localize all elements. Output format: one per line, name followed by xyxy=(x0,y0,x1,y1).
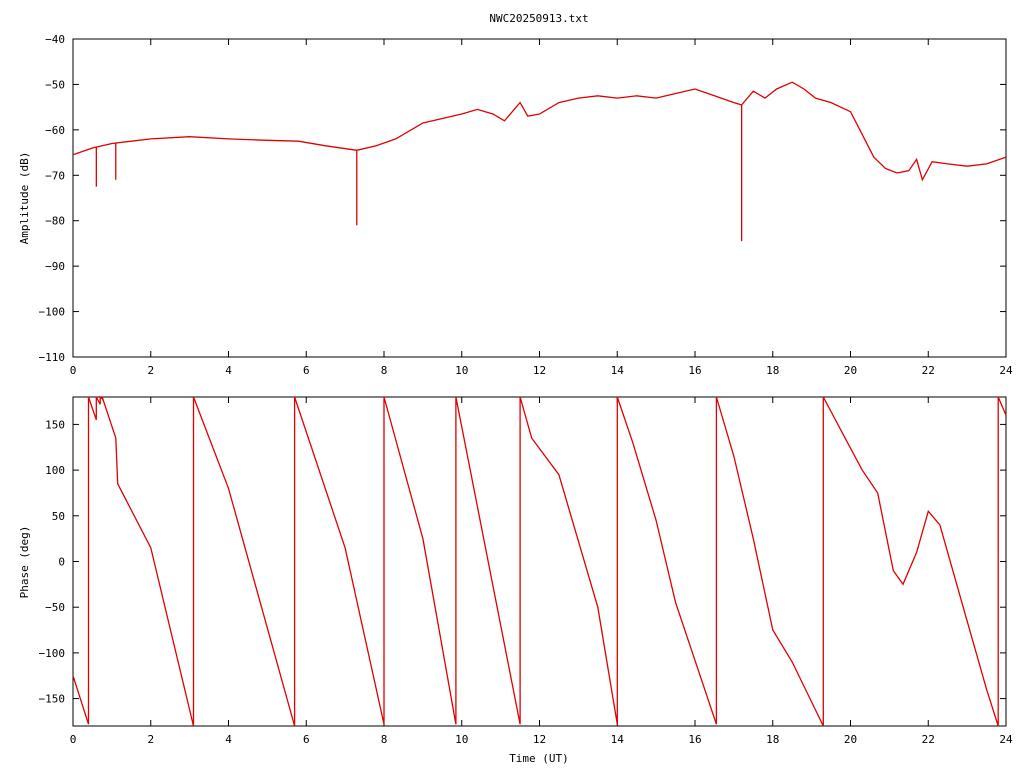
phase-x-tick-label: 12 xyxy=(533,733,546,746)
phase-x-tick-label: 20 xyxy=(844,733,857,746)
amplitude-y-tick-label: −100 xyxy=(39,306,66,319)
phase-x-tick-label: 14 xyxy=(611,733,625,746)
phase-y-tick-label: 50 xyxy=(52,510,65,523)
phase-series-line xyxy=(72,395,1007,727)
phase-x-tick-label: 16 xyxy=(688,733,701,746)
amplitude-x-tick-label: 20 xyxy=(844,364,857,377)
phase-x-tick-label: 2 xyxy=(147,733,154,746)
amplitude-x-tick-label: 24 xyxy=(999,364,1013,377)
amplitude-series-line xyxy=(72,81,1007,182)
phase-panel: 0 2 4 6 8 10 12 14 16 18 20 22 24−150−100−5005010015… xyxy=(18,395,1013,765)
amplitude-y-tick-label: −50 xyxy=(45,78,65,91)
phase-x-tick-label: 8 xyxy=(381,733,388,746)
amplitude-x-tick-label: 10 xyxy=(455,364,468,377)
phase-y-tick-label: 0 xyxy=(58,556,65,569)
phase-x-tick-label: 0 xyxy=(70,733,77,746)
phase-x-axis-label: Time (UT) xyxy=(509,752,569,765)
amplitude-x-tick-label: 6 xyxy=(303,364,310,377)
phase-y-tick-label: −100 xyxy=(39,647,66,660)
phase-y-tick-label: 100 xyxy=(45,464,65,477)
amplitude-trace xyxy=(72,81,1007,242)
amplitude-y-tick-label: −40 xyxy=(45,33,65,46)
amplitude-y-tick-label: −80 xyxy=(45,215,65,228)
amplitude-x-tick-label: 4 xyxy=(225,364,232,377)
amplitude-axis-ticks: 0 2 4 6 8 10 12 14 16 18 20 22 24−110−100−90−80−70−6… xyxy=(39,33,1013,377)
amplitude-x-tick-label: 2 xyxy=(147,364,154,377)
amplitude-y-tick-label: −70 xyxy=(45,169,65,182)
phase-x-tick-label: 10 xyxy=(455,733,468,746)
phase-y-tick-label: 150 xyxy=(45,418,65,431)
amplitude-x-tick-label: 22 xyxy=(922,364,935,377)
phase-x-tick-label: 24 xyxy=(999,733,1013,746)
phase-x-tick-label: 22 xyxy=(922,733,935,746)
amplitude-x-tick-label: 18 xyxy=(766,364,779,377)
amplitude-x-tick-label: 12 xyxy=(533,364,546,377)
phase-trace xyxy=(72,395,1007,727)
phase-x-tick-label: 18 xyxy=(766,733,779,746)
phase-x-tick-label: 4 xyxy=(225,733,232,746)
amplitude-x-tick-label: 8 xyxy=(381,364,388,377)
amplitude-x-tick-label: 14 xyxy=(611,364,625,377)
phase-axis-ticks: 0 2 4 6 8 10 12 14 16 18 20 22 24−150−100−5005010015… xyxy=(39,397,1013,746)
phase-y-axis-label: Phase (deg) xyxy=(18,526,31,599)
amplitude-y-tick-label: −90 xyxy=(45,260,65,273)
phase-y-tick-label: −50 xyxy=(45,601,65,614)
amplitude-x-tick-label: 16 xyxy=(688,364,701,377)
phase-x-tick-label: 6 xyxy=(303,733,310,746)
amplitude-y-tick-label: −60 xyxy=(45,124,65,137)
amplitude-plot-frame xyxy=(72,38,1007,358)
amplitude-x-tick-label: 0 xyxy=(70,364,77,377)
phase-y-tick-label: −150 xyxy=(39,693,66,706)
amplitude-y-tick-label: −110 xyxy=(39,351,66,364)
amplitude-y-axis-label: Amplitude (dB) xyxy=(18,152,31,245)
figure-title: NWC20250913.txt xyxy=(489,12,588,25)
amplitude-panel: 0 2 4 6 8 10 12 14 16 18 20 22 24−110−100−90−80−70−6… xyxy=(18,33,1013,377)
